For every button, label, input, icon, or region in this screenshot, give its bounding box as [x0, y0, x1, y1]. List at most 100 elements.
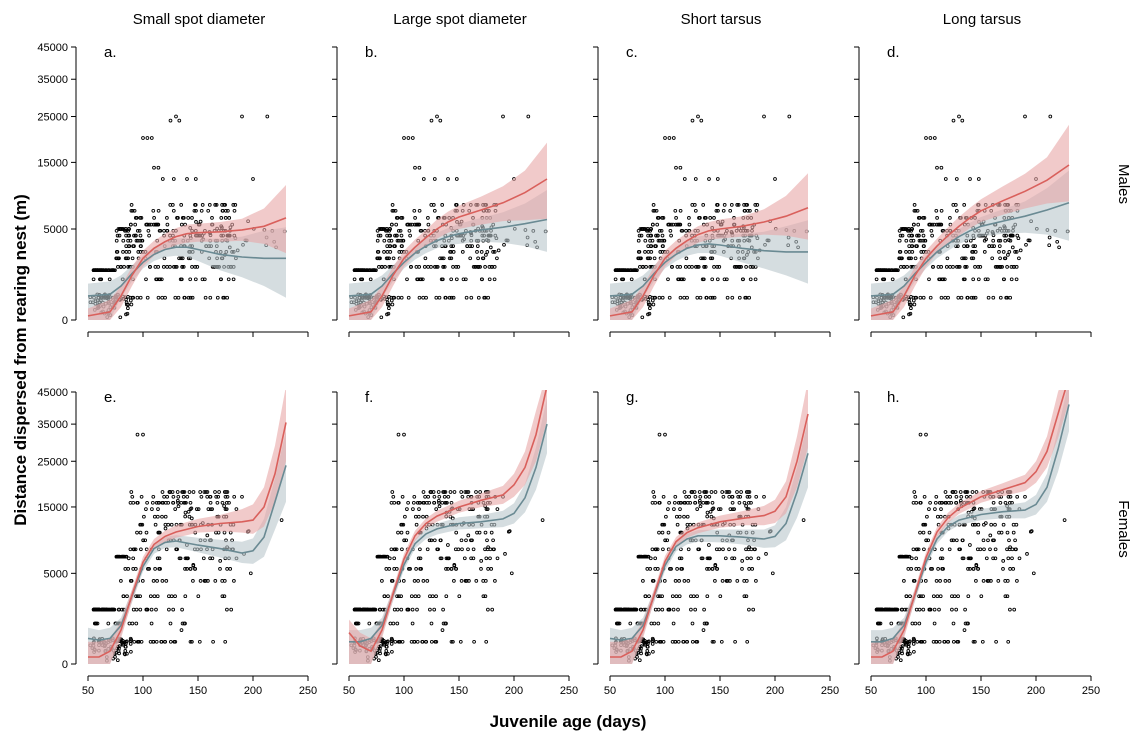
data-point [115, 658, 120, 663]
data-point [652, 256, 657, 261]
data-point [185, 567, 189, 571]
series-line [870, 202, 1070, 297]
data-point [916, 222, 921, 227]
data-point [175, 547, 179, 552]
data-point [395, 621, 400, 626]
data-point [115, 554, 120, 559]
data-point [188, 639, 193, 644]
data-point [129, 637, 134, 642]
data-point [718, 594, 723, 599]
data-point [119, 265, 123, 269]
data-point [111, 268, 116, 273]
x-tick-label: 200 [244, 685, 262, 697]
data-point [702, 265, 707, 269]
data-point [992, 244, 996, 248]
data-point [705, 510, 710, 515]
data-point [191, 490, 196, 494]
data-point [909, 244, 914, 248]
data-point [742, 579, 747, 583]
data-point [419, 228, 424, 233]
data-point [670, 265, 674, 269]
data-point [389, 222, 394, 227]
confidence-band [88, 227, 286, 320]
data-point [938, 556, 943, 561]
data-point [179, 628, 184, 632]
data-point [484, 639, 489, 644]
data-point [643, 238, 648, 243]
data-point [747, 494, 752, 499]
data-point [683, 265, 688, 269]
data-point [395, 607, 400, 612]
data-point [356, 268, 361, 273]
data-point [390, 203, 395, 207]
data-point [434, 639, 439, 644]
data-point [908, 594, 912, 599]
data-point [629, 607, 634, 612]
data-point [707, 543, 711, 547]
data-point [220, 579, 225, 583]
data-point [743, 295, 748, 300]
data-point [968, 238, 973, 243]
data-point [676, 277, 680, 282]
data-point [991, 538, 995, 543]
data-point [971, 295, 976, 300]
data-point [123, 652, 127, 657]
data-point [407, 228, 412, 233]
data-point [978, 547, 983, 552]
data-point [114, 228, 119, 233]
data-point [121, 642, 126, 647]
data-point [973, 250, 978, 254]
data-point [91, 268, 96, 273]
data-point [446, 567, 450, 571]
data-point [689, 594, 693, 599]
data-point [701, 628, 706, 632]
data-point [935, 165, 939, 170]
data-point [940, 547, 944, 552]
data-point [481, 594, 486, 599]
data-point [671, 607, 676, 612]
data-point [1004, 233, 1008, 238]
data-point [188, 500, 193, 505]
data-point [190, 216, 194, 220]
data-point [1013, 250, 1017, 254]
data-point [183, 567, 187, 571]
data-point [201, 556, 206, 561]
data-point [376, 658, 381, 663]
data-point [471, 556, 476, 561]
data-point [135, 295, 140, 300]
data-point [673, 494, 678, 499]
data-point [976, 567, 981, 571]
data-point [1008, 295, 1013, 300]
data-point [217, 490, 221, 494]
data-point [736, 203, 741, 207]
data-point [918, 500, 923, 505]
data-point [386, 594, 390, 599]
data-point [728, 208, 733, 213]
data-point [715, 265, 720, 269]
data-point [399, 530, 404, 535]
data-point [148, 594, 153, 599]
data-point [449, 639, 454, 644]
data-point [140, 522, 145, 527]
data-point [744, 594, 749, 599]
data-point [951, 538, 956, 543]
data-point [1001, 567, 1005, 571]
data-point [213, 490, 217, 494]
data-point [701, 256, 705, 261]
data-point [110, 268, 114, 273]
data-point [712, 216, 716, 220]
data-point [725, 295, 730, 300]
data-point [701, 500, 706, 505]
data-point [735, 203, 740, 207]
data-point [135, 228, 140, 233]
data-point [133, 547, 138, 552]
data-point [971, 277, 976, 282]
data-point [684, 256, 689, 261]
data-point [451, 265, 455, 269]
data-point [465, 244, 470, 248]
data-point [907, 302, 912, 307]
data-point [659, 228, 664, 233]
data-point [932, 621, 937, 626]
data-point [127, 227, 131, 231]
